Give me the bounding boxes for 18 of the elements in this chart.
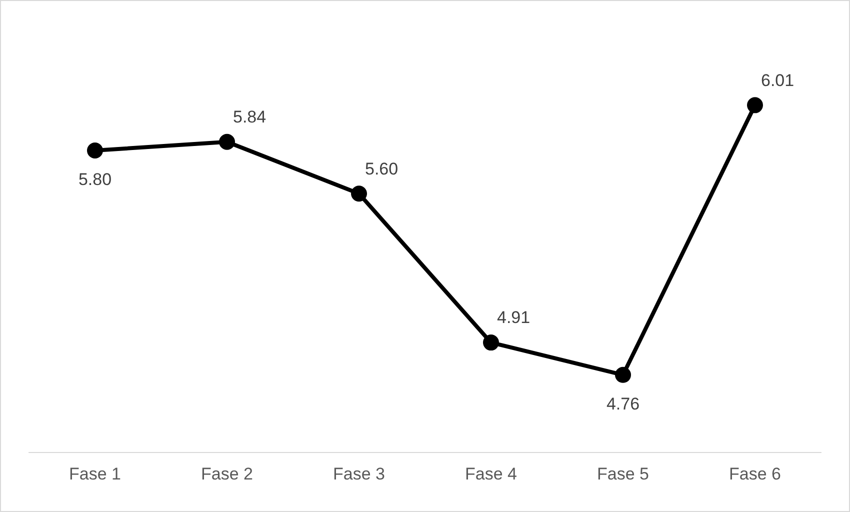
data-label: 6.01 — [761, 70, 794, 90]
x-tick-label: Fase 4 — [465, 464, 517, 484]
point — [219, 134, 235, 150]
data-label: 5.60 — [365, 159, 398, 178]
x-tick-label: Fase 3 — [333, 464, 385, 484]
point — [615, 366, 631, 383]
point — [483, 334, 499, 351]
point — [351, 186, 367, 202]
x-tick-label: Fase 6 — [729, 464, 781, 484]
data-label: 5.84 — [233, 108, 266, 127]
data-label: 5.80 — [78, 170, 112, 190]
x-tick-label: Fase 1 — [69, 464, 121, 484]
point — [87, 142, 103, 158]
x-tick-label: Fase 2 — [201, 464, 253, 484]
x-tick-label: Fase 5 — [597, 464, 649, 484]
data-label: 4.76 — [606, 394, 640, 414]
point — [747, 97, 763, 114]
data-label: 4.91 — [497, 308, 530, 328]
